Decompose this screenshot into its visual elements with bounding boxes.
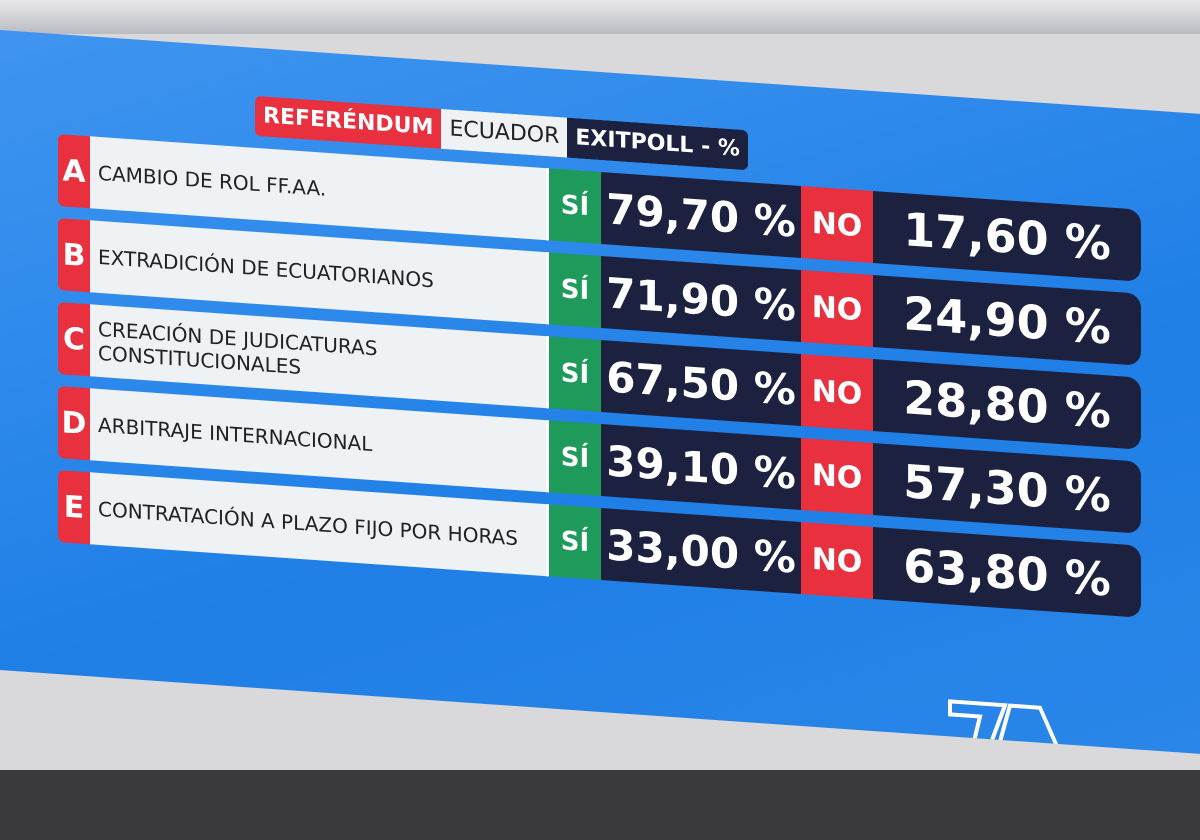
tv-bezel <box>0 770 1200 840</box>
question-letter: E <box>58 470 90 545</box>
yes-label: SÍ <box>549 504 601 581</box>
yes-label: SÍ <box>549 336 601 413</box>
no-value: 63,80 % <box>873 527 1141 618</box>
no-label: NO <box>801 186 873 264</box>
no-value: 28,80 % <box>873 359 1141 450</box>
no-label: NO <box>801 354 873 432</box>
yes-value: 67,50 % <box>601 340 801 427</box>
question-text: CONTRATACIÓN A PLAZO FIJO POR HORAS <box>90 472 549 577</box>
yes-label: SÍ <box>549 168 601 245</box>
header-country: ECUADOR <box>441 108 568 158</box>
yes-value: 79,70 % <box>601 172 801 259</box>
yes-value: 33,00 % <box>601 508 801 595</box>
question-letter: A <box>58 134 90 209</box>
header-label: REFERÉNDUM <box>255 95 442 149</box>
yes-value: 39,10 % <box>601 424 801 511</box>
question-letter: D <box>58 386 90 461</box>
tv-frame-top <box>0 0 1200 34</box>
no-label: NO <box>801 438 873 516</box>
question-letter: B <box>58 218 90 293</box>
tv-screen: REFERÉNDUM ECUADOR EXITPOLL - % A CAMBIO … <box>0 30 1200 754</box>
no-label: NO <box>801 522 873 600</box>
yes-value: 71,90 % <box>601 256 801 343</box>
no-label: NO <box>801 270 873 348</box>
yes-label: SÍ <box>549 252 601 329</box>
channel-logo <box>948 699 1069 754</box>
logo-shape <box>948 699 1069 754</box>
results-table: A CAMBIO DE ROL FF.AA. SÍ 79,70 % NO 17,60 % B… <box>0 30 1200 618</box>
no-value: 24,90 % <box>873 275 1141 366</box>
no-value: 57,30 % <box>873 443 1141 534</box>
header-type: EXITPOLL - % <box>567 117 748 171</box>
question-letter: C <box>58 302 90 377</box>
yes-label: SÍ <box>549 420 601 497</box>
no-value: 17,60 % <box>873 191 1141 282</box>
